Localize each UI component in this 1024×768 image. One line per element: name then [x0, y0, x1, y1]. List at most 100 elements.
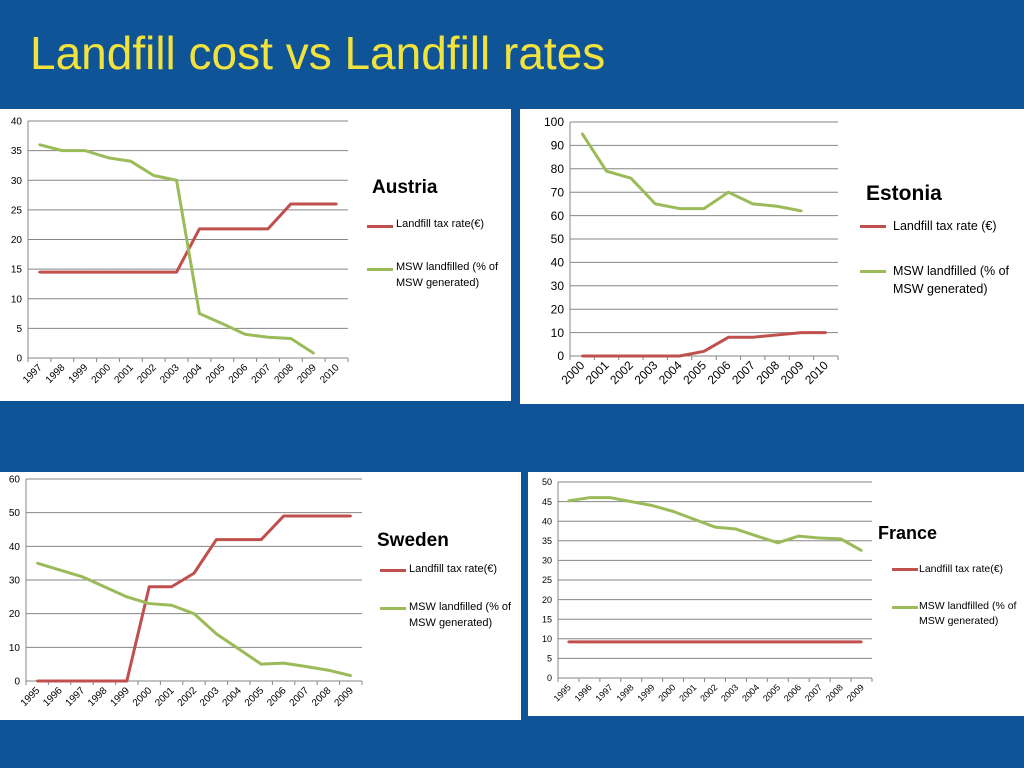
y-tick-label: 0	[16, 354, 22, 365]
x-tick-label: 2008	[310, 685, 334, 709]
y-tick-label: 0	[14, 677, 20, 688]
data-point-tax	[751, 336, 754, 339]
chart-panel-austria: 0 5 10 15 20 25 30 35 40 1997 1998 1999 2000 2001 2002…	[0, 109, 511, 401]
data-point-msw	[797, 534, 800, 538]
data-point-msw	[170, 604, 173, 607]
data-point-tax	[38, 270, 41, 274]
x-tick-label: 2001	[583, 358, 612, 387]
x-tick-label: 2009	[845, 682, 866, 703]
x-tick-label: 2002	[698, 682, 719, 703]
data-point-tax	[192, 572, 196, 575]
y-tick-label: 70	[551, 185, 565, 199]
data-point-msw	[755, 534, 759, 538]
data-point-tax	[175, 270, 178, 274]
country-label-sweden: Sweden	[377, 530, 449, 551]
legend-label-tax: Landfill tax rate (€)	[893, 219, 997, 233]
data-point-msw	[221, 322, 224, 325]
legend-label-tax: Landfill tax rate(€)	[409, 563, 498, 575]
data-point-tax	[282, 514, 285, 518]
data-point-msw	[349, 674, 352, 677]
data-point-msw	[651, 504, 654, 507]
x-tick-label: 2000	[90, 362, 114, 386]
data-point-tax	[775, 333, 779, 337]
data-point-tax	[651, 640, 654, 644]
data-point-msw	[609, 496, 612, 499]
chart-estonia: 0102030405060708090100200020012002200320…	[544, 115, 839, 387]
data-point-msw	[58, 568, 61, 572]
data-point-msw	[605, 169, 608, 173]
data-point-msw	[106, 156, 110, 159]
data-point-tax	[734, 640, 738, 644]
data-point-tax	[327, 514, 330, 518]
data-point-msw	[148, 602, 151, 605]
x-tick-label: 2007	[729, 358, 758, 387]
x-tick-label: 2005	[680, 358, 709, 387]
legend-swatch-tax	[367, 225, 393, 228]
data-point-tax	[588, 640, 591, 644]
data-point-msw	[312, 352, 315, 355]
x-tick-label: 2004	[181, 362, 205, 386]
legend-label-tax: Landfill tax rate(€)	[396, 218, 485, 230]
data-point-tax	[702, 350, 706, 353]
data-point-msw	[243, 333, 247, 336]
data-point-tax	[237, 538, 240, 541]
x-tick-label: 2008	[753, 358, 782, 387]
x-tick-label: 2002	[176, 685, 200, 709]
data-point-tax	[312, 202, 315, 206]
y-tick-label: 25	[11, 205, 23, 216]
data-point-msw	[839, 537, 842, 541]
data-point-tax	[243, 227, 247, 231]
y-tick-label: 5	[16, 324, 22, 335]
data-point-tax	[824, 331, 828, 334]
data-point-msw	[671, 510, 675, 513]
y-tick-label: 100	[544, 115, 564, 129]
legend-swatch-tax	[380, 569, 406, 572]
data-point-tax	[727, 336, 730, 339]
data-point-msw	[727, 191, 730, 194]
x-tick-label: 2008	[824, 682, 845, 703]
data-point-msw	[860, 549, 863, 552]
data-point-tax	[755, 640, 759, 644]
x-tick-label: 2002	[135, 362, 159, 386]
x-tick-label: 2001	[677, 682, 698, 703]
x-tick-label: 2004	[220, 685, 244, 709]
x-tick-label: 2010	[318, 362, 342, 386]
x-tick-label: 2007	[250, 362, 274, 386]
data-point-tax	[671, 640, 675, 644]
y-tick-label: 40	[9, 542, 21, 553]
data-point-msw	[237, 647, 240, 651]
data-point-msw	[36, 561, 39, 565]
y-tick-label: 40	[11, 117, 23, 128]
data-point-msw	[282, 661, 285, 665]
data-point-msw	[38, 143, 41, 146]
x-tick-label: 2005	[204, 362, 228, 386]
legend-label-msw: MSW landfilled (% of MSW generated)	[409, 601, 512, 629]
data-point-tax	[567, 640, 570, 644]
data-point-msw	[198, 312, 201, 315]
x-tick-label: 2001	[112, 362, 136, 386]
data-point-msw	[692, 518, 696, 521]
data-point-tax	[61, 270, 64, 274]
data-point-tax	[221, 227, 224, 231]
y-tick-label: 10	[551, 326, 565, 340]
x-tick-label: 1995	[19, 685, 43, 709]
x-tick-label: 2003	[198, 685, 222, 709]
y-tick-label: 20	[9, 609, 21, 620]
data-point-tax	[148, 585, 151, 588]
data-point-tax	[198, 227, 201, 231]
data-point-tax	[349, 514, 352, 518]
y-tick-label: 45	[542, 497, 552, 507]
y-tick-label: 30	[9, 576, 21, 587]
y-tick-label: 35	[542, 536, 552, 546]
chart-panel-estonia: 0 10 20 30 40 50 60 70 80 90 100 2000 2001 2002 2003 20…	[520, 109, 1024, 404]
data-point-tax	[266, 227, 270, 231]
y-tick-label: 60	[9, 475, 21, 486]
data-point-msw	[125, 595, 128, 599]
data-point-tax	[839, 640, 842, 644]
x-tick-label: 1997	[21, 362, 45, 386]
data-point-msw	[800, 209, 803, 213]
data-point-tax	[125, 679, 128, 683]
y-tick-label: 35	[11, 146, 23, 157]
y-tick-label: 15	[11, 265, 23, 276]
data-point-msw	[818, 536, 821, 540]
